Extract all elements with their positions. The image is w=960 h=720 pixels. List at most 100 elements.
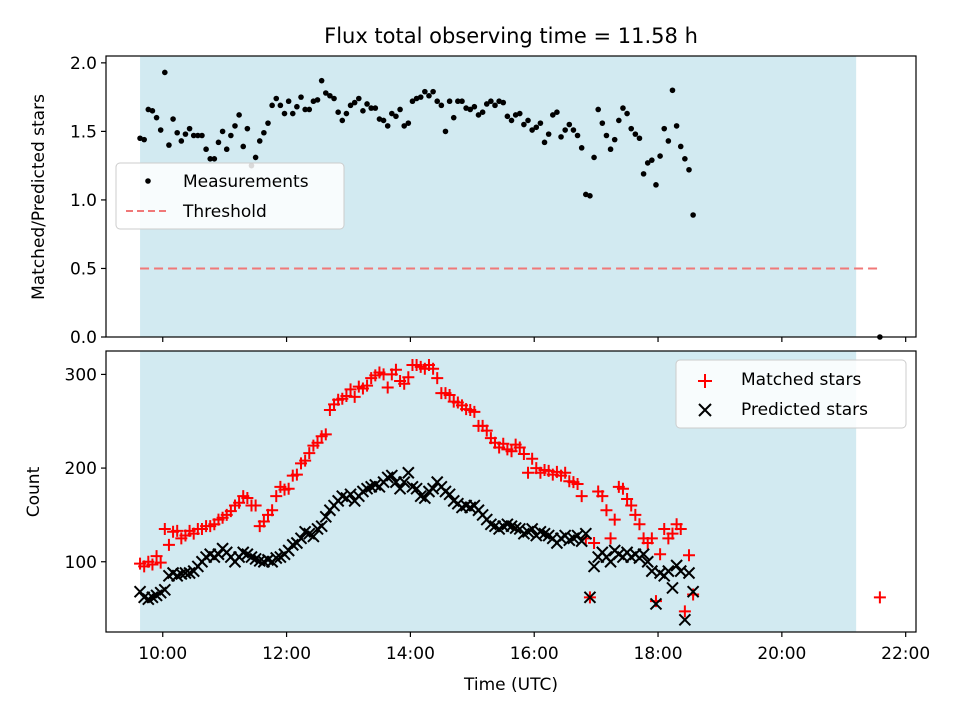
matched-star-point	[505, 445, 518, 458]
measurement-point	[281, 110, 288, 117]
top-marks	[137, 69, 883, 340]
matched-star-point	[344, 383, 357, 396]
matched-star-point	[678, 605, 691, 618]
measurement-point	[384, 123, 391, 129]
y-tick-label: 200	[65, 459, 97, 479]
measurement-point	[661, 125, 668, 132]
measurement-point	[529, 127, 535, 133]
measurement-point	[488, 98, 494, 105]
predicted-star-point	[637, 548, 650, 561]
measurement-point	[525, 117, 531, 124]
measurement-point	[644, 160, 651, 166]
measurement-point	[677, 143, 684, 150]
x-tick-label: 14:00	[386, 644, 435, 664]
measurement-point	[508, 117, 515, 124]
measurement-point	[339, 117, 346, 124]
legend-matched-marker	[698, 374, 712, 388]
measurement-point	[541, 139, 548, 146]
matched-star-point	[398, 377, 411, 390]
matched-star-point	[361, 379, 374, 392]
measurement-point	[471, 103, 478, 110]
matched-star-point	[299, 454, 312, 467]
measurement-point	[611, 136, 618, 143]
measurement-point	[244, 125, 251, 132]
predicted-star-point	[270, 551, 283, 565]
bottom-y-ticks: 100 200 300	[65, 365, 106, 573]
measurement-point	[669, 87, 676, 94]
matched-star-point	[575, 490, 588, 503]
measurement-point	[554, 109, 560, 115]
predicted-star-point	[402, 466, 415, 479]
measurement-point	[649, 157, 655, 163]
measurement-point	[380, 117, 387, 124]
legend-predicted-label: Predicted stars	[741, 400, 868, 420]
matched-star-point	[241, 492, 254, 505]
measurement-point	[372, 105, 379, 111]
measurement-point	[533, 124, 540, 131]
y-tick-label: 100	[65, 553, 97, 573]
matched-star-point	[154, 556, 167, 569]
matched-star-point	[162, 538, 175, 551]
measurement-point	[636, 135, 643, 142]
measurement-point	[190, 132, 197, 139]
measurement-point	[211, 156, 218, 162]
top-y-ticks: 0.0 0.5 1.0 1.5 2.0	[70, 54, 106, 348]
measurement-point	[240, 143, 247, 150]
predicted-star-point	[393, 482, 407, 495]
measurement-point	[624, 110, 630, 117]
top-x-tick-marks	[162, 337, 907, 342]
legend-predicted-marker	[698, 403, 712, 417]
predicted-star-point	[662, 564, 675, 578]
measurement-point	[170, 116, 176, 122]
predicted-star-point	[649, 597, 663, 611]
measurement-point	[351, 99, 358, 106]
measurement-point	[442, 128, 449, 135]
matched-star-point	[522, 466, 535, 479]
matched-star-point	[348, 390, 361, 403]
predicted-star-point	[158, 583, 172, 597]
measurement-point	[562, 127, 568, 133]
bottom-axes-frame	[105, 350, 917, 633]
measurement-point	[537, 120, 544, 126]
predicted-star-point	[587, 560, 601, 573]
measurement-point	[261, 129, 267, 136]
matched-star-point	[873, 591, 886, 604]
measurement-point	[401, 123, 408, 129]
measurement-point	[393, 113, 399, 120]
measurement-point	[570, 127, 577, 133]
top-axes-frame	[105, 55, 917, 338]
measurement-point	[640, 171, 647, 177]
matched-star-point	[588, 537, 601, 550]
x-tick-label: 10:00	[138, 644, 187, 664]
measurement-point	[277, 102, 284, 109]
legend-measurements-marker	[145, 178, 151, 184]
measurement-point	[426, 92, 432, 99]
matched-star-point	[513, 441, 526, 454]
measurement-point	[479, 109, 486, 115]
measurement-point	[174, 129, 180, 136]
x-tick-label: 12:00	[262, 644, 311, 664]
measurement-point	[504, 113, 511, 120]
top-y-axis-label: Matched/Predicted stars	[29, 94, 49, 300]
bottom-legend: Matched stars Predicted stars	[675, 359, 907, 429]
matched-star-point	[674, 522, 687, 535]
measurement-point	[219, 128, 226, 135]
predicted-star-point	[583, 591, 597, 604]
matched-star-point	[402, 371, 415, 384]
predicted-star-point	[678, 613, 692, 627]
measurement-point	[632, 131, 639, 137]
x-tick-label: 22:00	[881, 644, 930, 664]
measurement-point	[302, 106, 308, 113]
x-tick-label: 20:00	[757, 644, 806, 664]
measurement-point	[422, 88, 428, 95]
measurement-point	[327, 92, 333, 99]
matched-star-point	[608, 513, 621, 526]
bottom-x-ticks: 10:00 12:00 14:00 16:00 18:00 20:00 22:00	[138, 632, 930, 664]
measurement-point	[273, 95, 280, 102]
measurement-point	[682, 156, 688, 162]
measurement-point	[331, 95, 337, 102]
matched-star-point	[666, 527, 679, 540]
matched-star-point	[282, 482, 295, 495]
measurement-point	[203, 146, 209, 153]
